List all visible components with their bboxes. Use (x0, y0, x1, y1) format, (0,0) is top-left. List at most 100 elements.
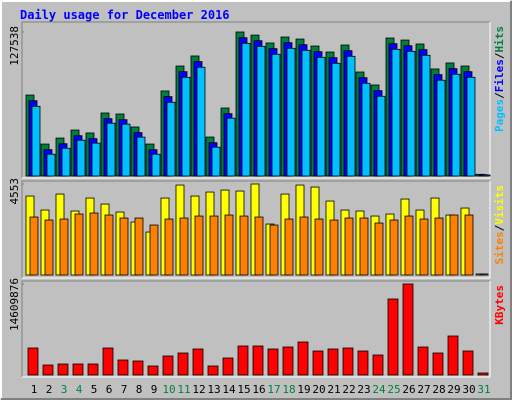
bar (106, 122, 116, 177)
bar (344, 217, 354, 276)
bar (286, 47, 296, 177)
legend-separator: / (493, 92, 506, 99)
bar (256, 45, 266, 177)
bar (387, 298, 399, 376)
bar (194, 215, 204, 276)
bar (342, 347, 354, 376)
bar (436, 79, 446, 177)
x-tick-label: 24 (372, 383, 386, 396)
x-tick-label: 10 (162, 383, 175, 396)
bar (466, 76, 476, 177)
bar (327, 348, 339, 376)
legend-entry: Files (493, 59, 506, 92)
bar (374, 222, 384, 276)
bar (284, 218, 294, 276)
bar (132, 360, 144, 376)
bar (196, 66, 206, 177)
bar (57, 363, 69, 376)
bar (402, 283, 414, 376)
bar (419, 218, 429, 276)
legend-entry: Pages (493, 99, 506, 132)
bar (119, 217, 129, 276)
legend: Sites/Visits (493, 185, 506, 265)
bar (372, 354, 384, 376)
bar (207, 365, 219, 376)
x-tick-label: 23 (357, 383, 370, 396)
bar (464, 214, 474, 276)
x-tick-label: 28 (432, 383, 445, 396)
bar (361, 82, 371, 177)
bar (449, 214, 459, 276)
bar (269, 224, 279, 276)
x-tick-label: 6 (106, 383, 113, 396)
x-tick-label: 14 (222, 383, 236, 396)
bar (477, 372, 489, 376)
bar (91, 142, 101, 177)
bar (61, 147, 71, 177)
bar (462, 350, 474, 376)
bar (481, 174, 491, 177)
bar (432, 352, 444, 376)
bar (42, 364, 54, 376)
legend-entry: KBytes (493, 285, 506, 325)
bar (314, 218, 324, 276)
bar (134, 217, 144, 276)
panel-border-dark (21, 180, 490, 278)
x-tick-label: 11 (177, 383, 190, 396)
bar (76, 139, 86, 177)
x-tick-label: 25 (387, 383, 400, 396)
bar (297, 341, 309, 376)
x-tick-label: 17 (267, 383, 280, 396)
bar (254, 216, 264, 276)
bar (87, 363, 99, 376)
bar (316, 56, 326, 177)
bar (252, 345, 264, 376)
bar (346, 55, 356, 177)
legend-entry: Sites (493, 231, 506, 264)
bar (104, 214, 114, 276)
bar (151, 153, 161, 177)
bar (136, 136, 146, 177)
bar (406, 50, 416, 177)
x-tick-label: 5 (91, 383, 98, 396)
x-tick-label: 7 (121, 383, 128, 396)
x-tick-label: 19 (297, 383, 310, 396)
bar (237, 345, 249, 376)
bar (331, 62, 341, 177)
y-tick-label: 127538 (8, 26, 21, 66)
bar (389, 219, 399, 276)
x-tick-label: 29 (447, 383, 460, 396)
bar (312, 350, 324, 376)
x-tick-label: 22 (342, 383, 355, 396)
bar (44, 219, 54, 276)
bar (121, 123, 131, 177)
x-tick-label: 8 (136, 383, 143, 396)
bar (31, 105, 41, 177)
legend-entry: Hits (493, 26, 506, 53)
bar (192, 348, 204, 376)
bar (391, 48, 401, 177)
x-tick-label: 3 (61, 383, 68, 396)
bar (359, 217, 369, 276)
x-tick-label: 1 (31, 383, 38, 396)
x-tick-label: 26 (402, 383, 415, 396)
bar (74, 213, 84, 276)
bar (434, 217, 444, 276)
legend-entry: Visits (493, 185, 506, 225)
bar (282, 346, 294, 376)
bar (404, 215, 414, 276)
x-tick-label: 15 (237, 383, 250, 396)
bar (479, 273, 489, 276)
bar (102, 347, 114, 376)
bar (357, 350, 369, 376)
x-tick-label: 9 (151, 383, 158, 396)
legend: KBytes (493, 285, 506, 325)
bar (447, 335, 459, 376)
bar (89, 212, 99, 276)
bar (181, 76, 191, 177)
bar (177, 352, 189, 376)
x-tick-label: 16 (252, 383, 265, 396)
